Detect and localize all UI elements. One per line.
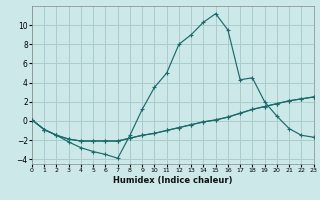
- X-axis label: Humidex (Indice chaleur): Humidex (Indice chaleur): [113, 176, 233, 185]
